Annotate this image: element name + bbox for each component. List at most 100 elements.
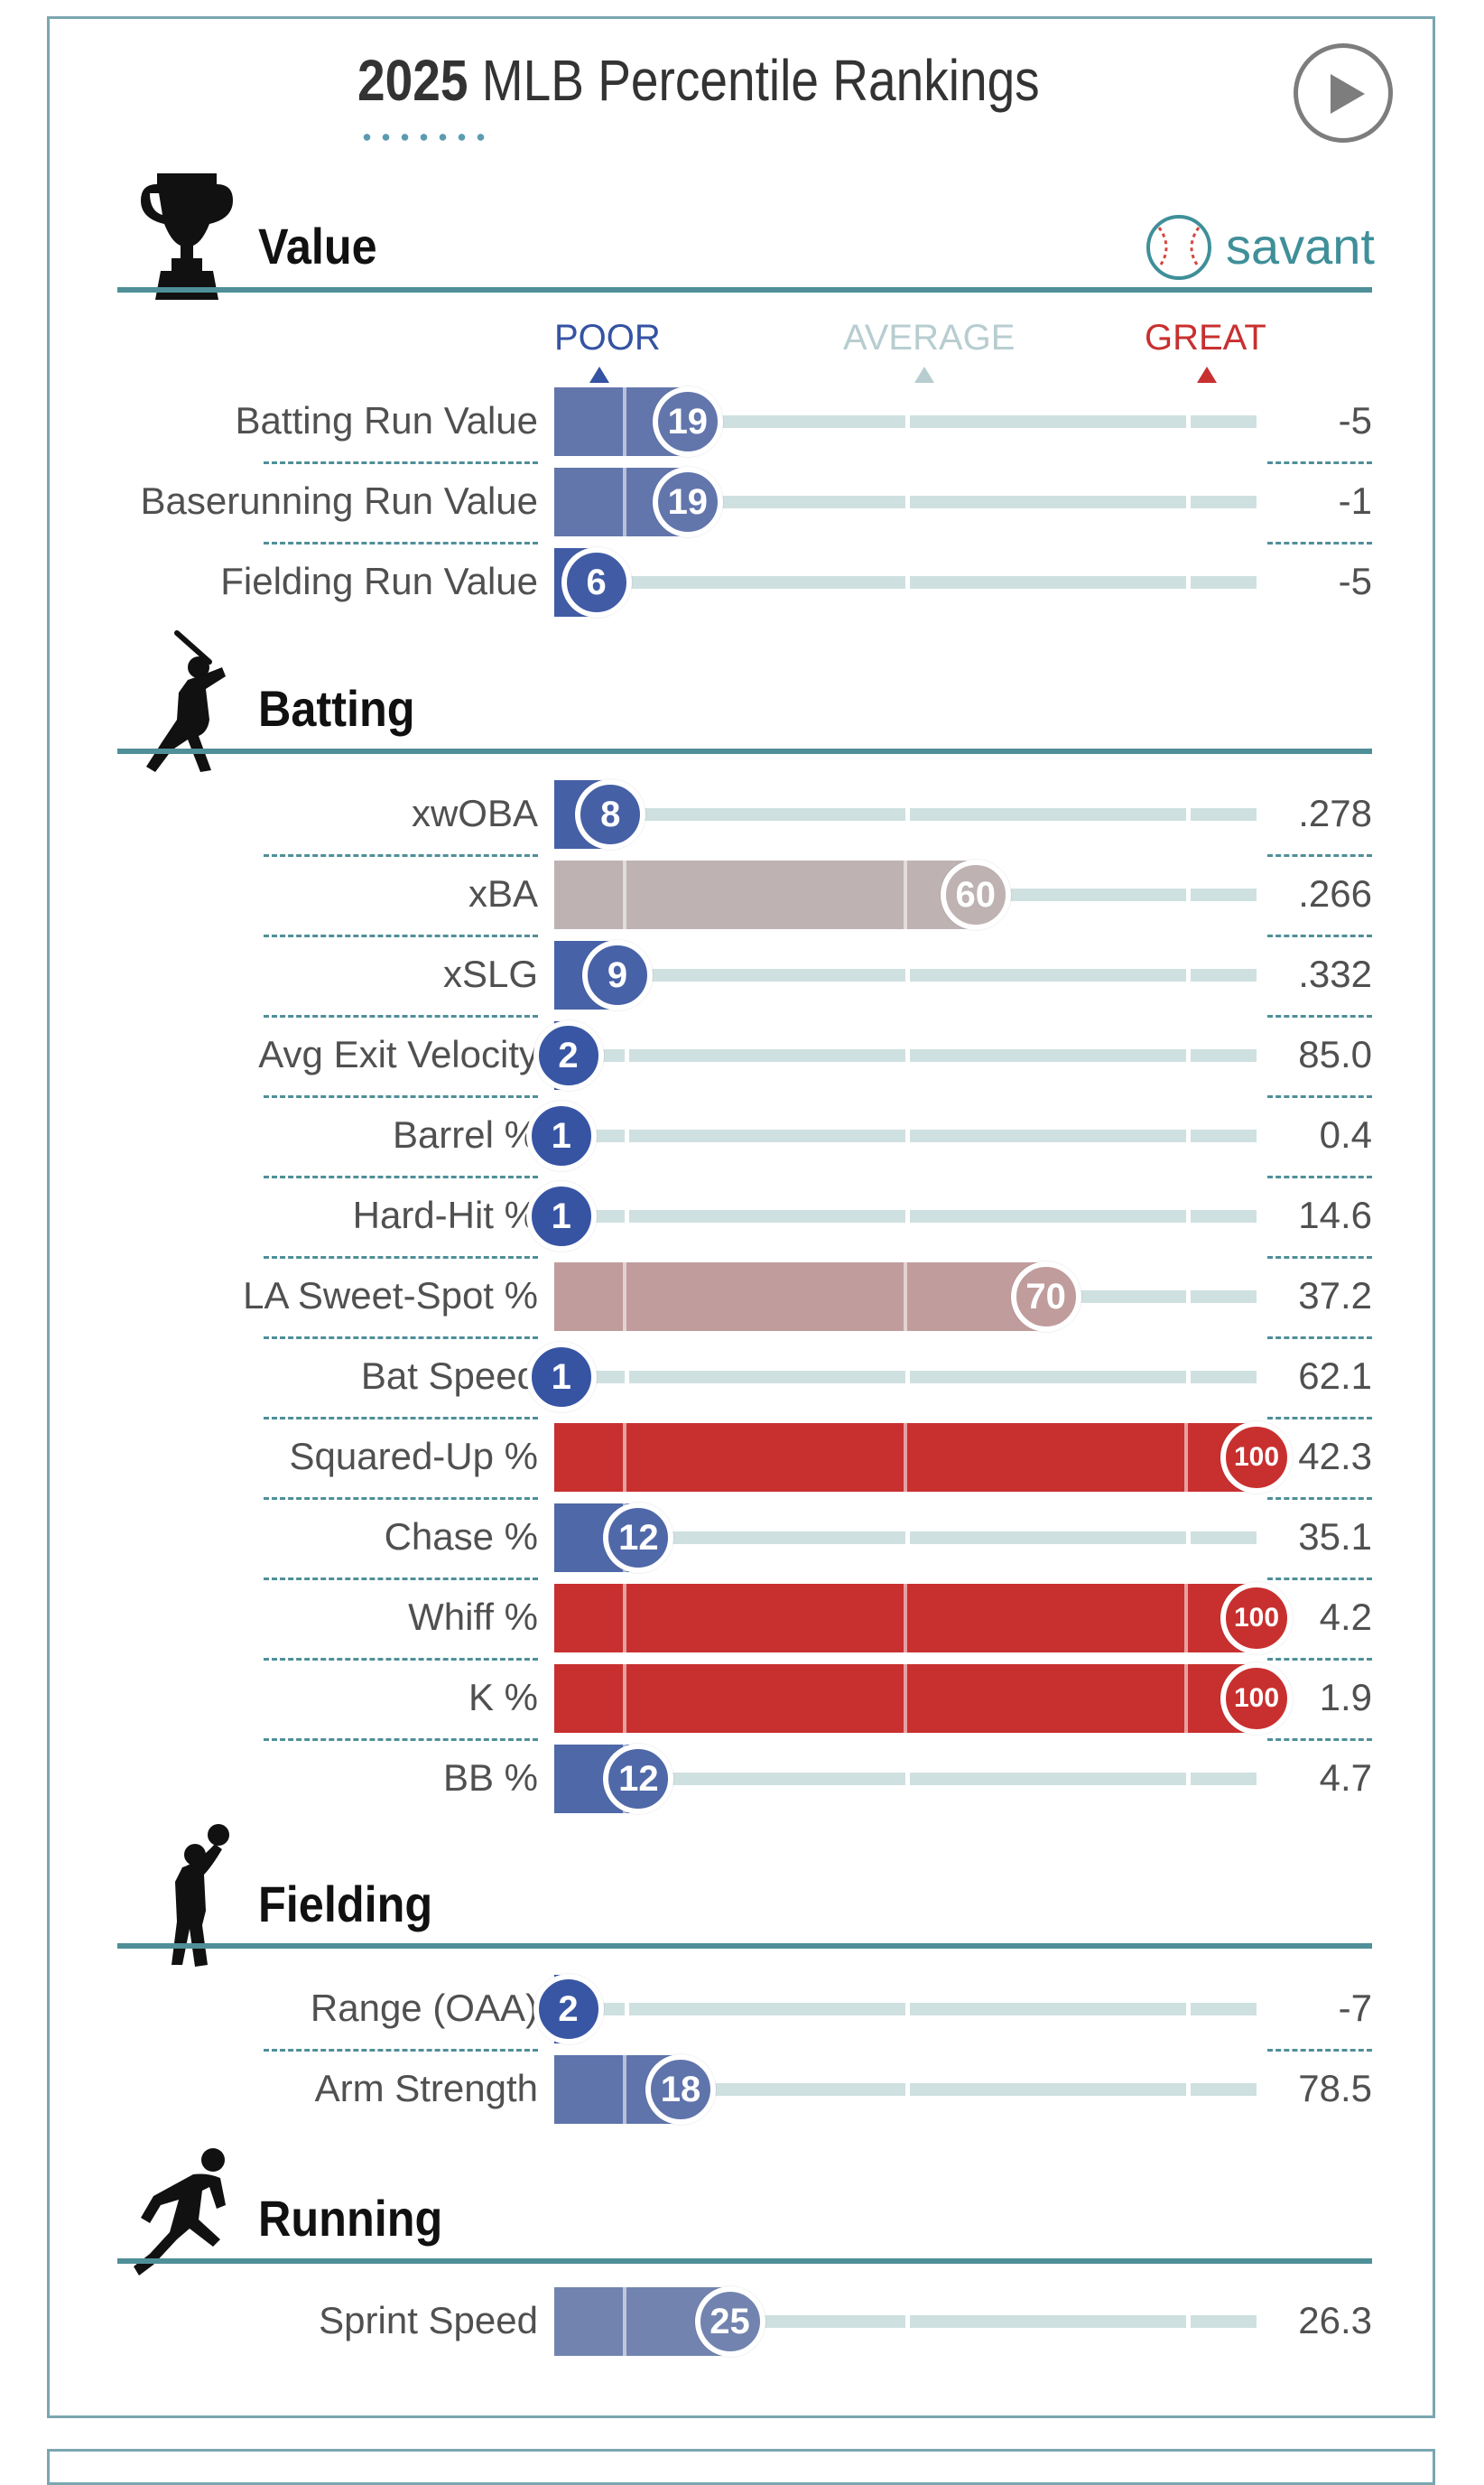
- track-tick: [905, 1130, 910, 1142]
- percentile-bubble[interactable]: 100: [1220, 1662, 1293, 1735]
- row-separator: [264, 2049, 538, 2052]
- track-tick: [1186, 969, 1191, 982]
- track-tick: [625, 2003, 629, 2015]
- bar-gridline: [622, 1584, 626, 1652]
- percentile-track: [554, 969, 1257, 982]
- track-tick: [905, 2083, 910, 2096]
- track-tick: [1186, 2003, 1191, 2015]
- percentile-track: [554, 1371, 1257, 1383]
- bar-gridline: [904, 1423, 907, 1492]
- metric-value: 14.6: [1298, 1194, 1372, 1236]
- metric-value: 1.9: [1319, 1676, 1372, 1718]
- metric-label: Arm Strength: [314, 2067, 538, 2109]
- track-tick: [1186, 1130, 1191, 1142]
- section-divider-value: [117, 287, 1372, 293]
- track-tick: [905, 1531, 910, 1544]
- percentile-bubble[interactable]: 70: [1010, 1261, 1081, 1332]
- percentile-track: [554, 2003, 1257, 2015]
- track-tick: [905, 576, 910, 589]
- track-tick: [1186, 1531, 1191, 1544]
- percentile-bubble[interactable]: 18: [645, 2054, 717, 2125]
- row-separator: [1267, 1417, 1372, 1419]
- track-tick: [905, 1371, 910, 1383]
- track-tick: [625, 1049, 629, 1062]
- metric-label: Range (OAA): [310, 1987, 538, 2029]
- percentile-bubble[interactable]: 2: [533, 1020, 604, 1091]
- section-title-running: Running: [258, 2190, 443, 2247]
- row-separator: [1267, 2049, 1372, 2052]
- metric-label: Chase %: [384, 1515, 538, 1558]
- metric-label: Squared-Up %: [289, 1435, 538, 1477]
- track-tick: [905, 1210, 910, 1223]
- metric-label: Hard-Hit %: [352, 1194, 538, 1236]
- bar-gridline: [622, 2055, 626, 2124]
- track-tick: [625, 1371, 629, 1383]
- section-divider-batting: [117, 749, 1372, 754]
- row-separator: [1267, 1658, 1372, 1661]
- section-title-fielding: Fielding: [258, 1875, 433, 1932]
- next-card-edge: [47, 2449, 1435, 2485]
- percentile-bar[interactable]: [554, 1664, 1257, 1733]
- percentile-bubble[interactable]: 12: [603, 1744, 674, 1814]
- percentile-bubble[interactable]: 25: [694, 2286, 765, 2357]
- track-tick: [1186, 808, 1191, 821]
- percentile-bar[interactable]: [554, 1262, 1046, 1331]
- track-tick: [1186, 415, 1191, 428]
- metric-value: 35.1: [1298, 1515, 1372, 1558]
- percentile-bar[interactable]: [554, 1423, 1257, 1492]
- percentile-track: [554, 1210, 1257, 1223]
- play-icon: [1331, 74, 1365, 114]
- row-separator: [264, 935, 538, 937]
- metric-label: Sprint Speed: [319, 2299, 538, 2341]
- percentile-bubble[interactable]: 12: [603, 1503, 674, 1573]
- metric-label: Whiff %: [408, 1596, 538, 1638]
- percentile-bar[interactable]: [554, 861, 976, 929]
- track-tick: [1186, 889, 1191, 901]
- percentile-bubble[interactable]: 1: [525, 1342, 597, 1412]
- bar-gridline: [622, 1664, 626, 1733]
- row-separator: [1267, 1095, 1372, 1098]
- row-separator: [264, 1095, 538, 1098]
- track-tick: [905, 496, 910, 508]
- percentile-bubble[interactable]: 100: [1220, 1582, 1293, 1654]
- percentile-track: [554, 1130, 1257, 1142]
- percentile-track: [554, 1049, 1257, 1062]
- metric-value: 4.2: [1319, 1596, 1372, 1638]
- percentile-bubble[interactable]: 19: [652, 386, 723, 457]
- scale-great-label: GREAT: [1145, 318, 1266, 358]
- track-tick: [1186, 496, 1191, 508]
- percentile-bubble[interactable]: 19: [652, 467, 723, 537]
- row-separator: [264, 1256, 538, 1259]
- percentile-bubble[interactable]: 2: [533, 1974, 604, 2044]
- row-separator: [264, 1015, 538, 1018]
- track-tick: [905, 415, 910, 428]
- bar-gridline: [1184, 1664, 1189, 1733]
- row-separator: [1267, 1738, 1372, 1741]
- metric-value: 37.2: [1298, 1274, 1372, 1317]
- track-tick: [1186, 1371, 1191, 1383]
- bar-gridline: [622, 2287, 626, 2356]
- track-tick: [905, 2315, 910, 2328]
- percentile-bubble[interactable]: 8: [575, 779, 646, 850]
- percentile-bubble[interactable]: 9: [582, 940, 654, 1010]
- metric-value: -1: [1338, 479, 1372, 522]
- track-tick: [905, 808, 910, 821]
- percentile-bubble[interactable]: 60: [940, 860, 1011, 930]
- bar-gridline: [904, 1262, 907, 1331]
- scale-poor-label: POOR: [554, 318, 661, 358]
- bar-gridline: [622, 1262, 626, 1331]
- row-separator: [264, 1417, 538, 1419]
- metric-value: 26.3: [1298, 2299, 1372, 2341]
- play-button[interactable]: [1294, 43, 1393, 143]
- bar-gridline: [1184, 1584, 1189, 1652]
- metric-value: .266: [1298, 872, 1372, 915]
- scale-great: GREAT: [1145, 318, 1266, 383]
- percentile-bar[interactable]: [554, 1584, 1257, 1652]
- percentile-bubble[interactable]: 100: [1220, 1421, 1293, 1494]
- bar-gridline: [904, 1584, 907, 1652]
- percentile-bubble[interactable]: 1: [525, 1101, 597, 1171]
- percentile-bubble[interactable]: 1: [525, 1181, 597, 1252]
- average-marker-icon: [914, 367, 934, 383]
- track-tick: [1186, 1049, 1191, 1062]
- percentile-bubble[interactable]: 6: [561, 547, 632, 618]
